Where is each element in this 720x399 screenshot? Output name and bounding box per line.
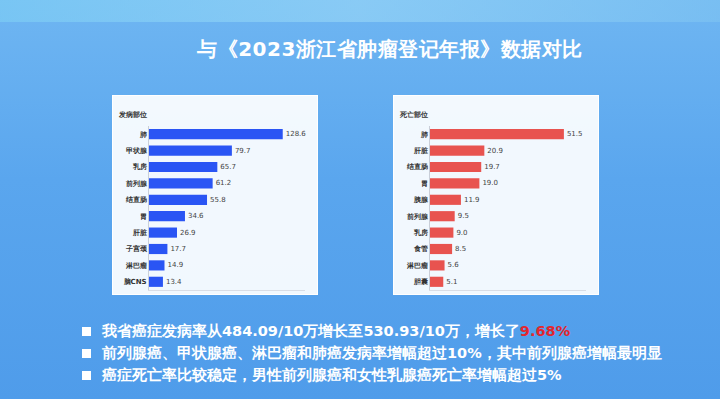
svg-text:淋巴瘤: 淋巴瘤 [125, 261, 147, 270]
svg-text:胃: 胃 [421, 180, 428, 188]
svg-text:肺: 肺 [420, 131, 428, 139]
svg-text:13.4: 13.4 [166, 278, 182, 286]
svg-text:65.7: 65.7 [220, 163, 236, 171]
svg-text:淋巴瘤: 淋巴瘤 [406, 261, 428, 270]
svg-text:前列腺: 前列腺 [406, 213, 429, 221]
svg-text:甲状腺: 甲状腺 [126, 147, 148, 155]
svg-text:26.9: 26.9 [180, 229, 196, 237]
svg-text:乳房: 乳房 [413, 228, 428, 237]
html-text:前列腺癌、甲状腺癌、淋巴瘤和肺癌发病率增幅超过10%，其中前: 前列腺癌、甲状腺癌、淋巴瘤和肺癌发病率增幅超过10%，其中前列腺癌增幅最明显 [102, 345, 662, 361]
svg-text:胆囊: 胆囊 [413, 278, 428, 286]
svg-text:胰腺: 胰腺 [413, 196, 429, 204]
svg-text:14.9: 14.9 [168, 261, 184, 269]
svg-text:胃: 胃 [140, 213, 147, 221]
svg-text:128.6: 128.6 [286, 130, 307, 138]
svg-text:前列腺: 前列腺 [125, 180, 148, 188]
svg-text:乳房: 乳房 [132, 162, 147, 171]
svg-text:9.0: 9.0 [456, 229, 467, 237]
html-text:发病部位: 发病部位 [119, 111, 147, 119]
svg-text:9.5: 9.5 [458, 212, 469, 220]
svg-text:食管: 食管 [413, 245, 428, 253]
svg-text:5.6: 5.6 [448, 261, 460, 269]
html-text:死亡部位: 死亡部位 [400, 111, 428, 119]
svg-text:结直肠: 结直肠 [406, 163, 428, 171]
svg-text:8.5: 8.5 [455, 245, 466, 253]
svg-text:子宫颈: 子宫颈 [125, 244, 148, 253]
svg-text:5.1: 5.1 [446, 278, 457, 286]
svg-text:20.9: 20.9 [487, 147, 503, 155]
svg-text:肝脏: 肝脏 [413, 146, 428, 155]
svg-text:肝脏: 肝脏 [132, 228, 147, 237]
svg-text:脑CNS: 脑CNS [123, 277, 147, 286]
svg-text:34.6: 34.6 [188, 212, 204, 220]
html-text:我省癌症发病率从484.09/10万增长至530.93/10: 我省癌症发病率从484.09/10万增长至530.93/10万，增长了9.68% [102, 323, 571, 339]
svg-text:79.7: 79.7 [235, 147, 251, 155]
html-text:癌症死亡率比较稳定，男性前列腺癌和女性乳腺癌死亡率增幅超过5: 癌症死亡率比较稳定，男性前列腺癌和女性乳腺癌死亡率增幅超过5% [102, 367, 562, 383]
svg-text:11.9: 11.9 [464, 196, 480, 204]
svg-text:结直肠: 结直肠 [125, 196, 147, 204]
svg-text:61.2: 61.2 [216, 179, 232, 187]
html-text:与《2023浙江省肿瘤登记年报》数据对比: 与《2023浙江省肿瘤登记年报》数据对比 [197, 37, 583, 61]
svg-text:19.0: 19.0 [482, 179, 498, 187]
svg-text:55.8: 55.8 [210, 196, 226, 204]
svg-text:肺: 肺 [139, 131, 147, 139]
svg-text:19.7: 19.7 [484, 163, 500, 171]
svg-text:17.7: 17.7 [170, 245, 186, 253]
svg-text:51.5: 51.5 [567, 130, 583, 138]
